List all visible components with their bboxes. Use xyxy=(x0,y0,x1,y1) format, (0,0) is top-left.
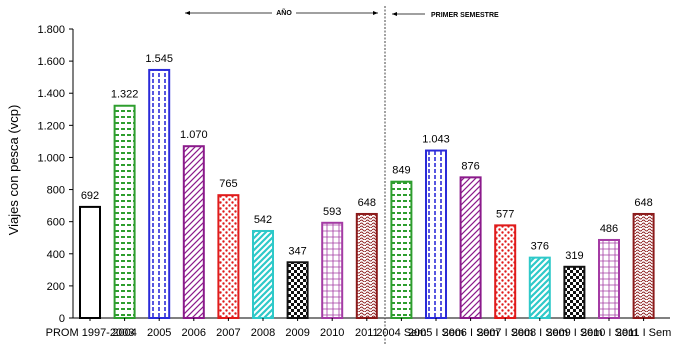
bar xyxy=(390,180,413,319)
bar xyxy=(286,261,309,320)
bar-value-label: 648 xyxy=(358,197,376,209)
y-axis-title: Viajes con pesca (vcp) xyxy=(6,105,21,236)
bar xyxy=(459,176,482,319)
y-tick-label: 0 xyxy=(59,313,65,325)
bar xyxy=(321,221,344,319)
bar-value-label: 319 xyxy=(565,250,583,262)
x-tick-label: PROM 1997-2003 xyxy=(46,327,135,339)
bar xyxy=(355,212,378,320)
annotation-primer-semestre: PRIMER SEMESTRE xyxy=(392,12,499,19)
bar-value-label: 486 xyxy=(600,223,618,235)
x-tick-label: 2008 I Sem xyxy=(512,327,568,339)
svg-text:PRIMER SEMESTRE: PRIMER SEMESTRE xyxy=(431,12,499,19)
x-tick-label: 2008 xyxy=(251,327,275,339)
bar xyxy=(113,104,136,319)
x-tick-label: 2010 xyxy=(320,327,344,339)
y-tick-label: 800 xyxy=(47,185,65,197)
svg-text:AÑO: AÑO xyxy=(276,8,292,17)
y-tick-label: 600 xyxy=(47,217,65,229)
bar xyxy=(252,229,274,319)
x-tick-label: 2006 I Sem xyxy=(442,327,498,339)
y-ticks: 0 200 400 600 800 1.000 1.200 1.400 1.600 1.800 xyxy=(37,24,73,325)
bar-value-label: 347 xyxy=(288,245,306,257)
x-tick-label: 2005 xyxy=(147,327,171,339)
bar xyxy=(563,265,586,319)
x-tick-label: 2009 xyxy=(285,327,309,339)
bar-value-label: 376 xyxy=(531,241,549,253)
x-tick-label: 2011 I Sem xyxy=(616,327,671,339)
x-tick-label: 2004 xyxy=(112,327,136,339)
x-tick-label: 2004 Sem xyxy=(376,327,426,339)
bar-value-label: 1.545 xyxy=(145,53,173,65)
bar xyxy=(494,224,517,320)
bar xyxy=(79,205,101,319)
bar-value-label: 692 xyxy=(81,190,99,202)
annotation-ano: AÑO xyxy=(185,6,378,18)
bar-value-label: 1.043 xyxy=(422,134,450,146)
bar-value-label: 593 xyxy=(323,206,341,218)
bar-value-label: 849 xyxy=(392,165,410,177)
x-tick-label: 2005 I Sem xyxy=(408,327,464,339)
y-tick-label: 400 xyxy=(47,249,65,261)
bar xyxy=(217,194,240,319)
y-tick-label: 1.000 xyxy=(37,152,65,164)
x-tick-label: 2007 xyxy=(216,327,240,339)
y-tick-label: 1.600 xyxy=(37,56,65,68)
x-tick-label: 2007 I Sem xyxy=(477,327,533,339)
x-tick-label: 2010 I Sem xyxy=(581,327,637,339)
bar xyxy=(148,68,171,319)
bars: 692 1.322 1.545 1.070 765 542 347 593 648 849 1.04… xyxy=(79,53,655,320)
x-tick-label: 2009 I Sem xyxy=(546,327,602,339)
bar-value-label: 765 xyxy=(219,178,237,190)
x-tick-label: 2006 xyxy=(182,327,206,339)
y-tick-label: 200 xyxy=(47,281,65,293)
bar-value-label: 1.070 xyxy=(180,129,208,141)
bar xyxy=(632,212,655,320)
bar-value-label: 648 xyxy=(634,197,652,209)
bar xyxy=(182,145,205,319)
y-tick-label: 1.400 xyxy=(37,88,65,100)
bar-value-label: 577 xyxy=(496,208,514,220)
bar-value-label: 1.322 xyxy=(111,89,139,101)
bar-value-label: 876 xyxy=(461,160,479,172)
y-tick-label: 1.200 xyxy=(37,120,65,132)
bar xyxy=(598,238,620,319)
x-tick-label: 2011 xyxy=(355,327,379,339)
y-tick-label: 1.800 xyxy=(37,24,65,36)
bar xyxy=(528,256,551,319)
bar xyxy=(425,149,447,319)
bar-value-label: 542 xyxy=(254,214,272,226)
